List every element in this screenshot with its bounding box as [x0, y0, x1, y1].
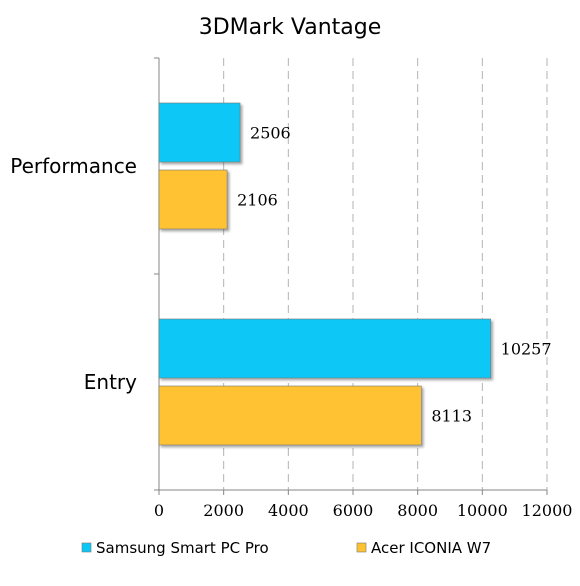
data-label-performance-series-2: 2106	[237, 191, 278, 210]
x-tick-label-8000: 8000	[397, 501, 438, 520]
bar-performance-series-1	[158, 102, 241, 163]
bars	[158, 102, 491, 446]
x-tick-label-10000: 10000	[457, 501, 508, 520]
gridlines	[223, 58, 548, 490]
legend-swatch-1	[81, 542, 92, 553]
data-label-entry-series-1: 10257	[501, 340, 552, 359]
x-tick-label-6000: 6000	[333, 501, 374, 520]
bar-entry-series-1	[158, 318, 491, 379]
x-tick-label-12000: 12000	[522, 501, 573, 520]
legend-label-2: Acer ICONIA W7	[371, 539, 491, 557]
chart-title: 3DMark Vantage	[199, 15, 382, 40]
data-labels: 2506 2106 10257 8113	[237, 124, 551, 426]
axes: 0 2000 4000 6000 8000 10000 12000 Performance En…	[10, 57, 573, 520]
category-label-entry: Entry	[84, 370, 137, 394]
bar-performance-series-2	[158, 169, 228, 230]
legend-label-1: Samsung Smart PC Pro	[96, 539, 269, 557]
legend-swatch-2	[356, 542, 367, 553]
x-tick-label-2000: 2000	[203, 501, 244, 520]
data-label-entry-series-2: 8113	[431, 407, 472, 426]
x-tick-label-4000: 4000	[268, 501, 309, 520]
x-tick-label-0: 0	[154, 501, 164, 520]
bar-entry-series-2	[158, 385, 422, 446]
category-label-performance: Performance	[10, 154, 137, 178]
legend: Samsung Smart PC Pro Acer ICONIA W7	[81, 539, 491, 557]
data-label-performance-series-1: 2506	[250, 124, 291, 143]
